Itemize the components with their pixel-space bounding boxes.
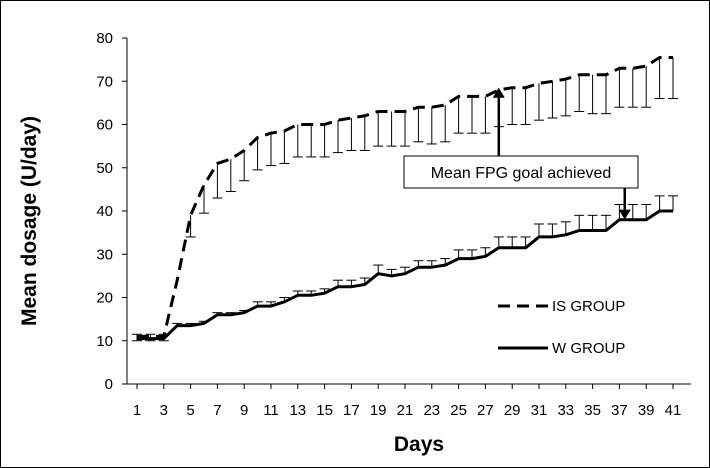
- annotation-label: Mean FPG goal achieved: [431, 165, 612, 182]
- series-lines: [137, 56, 673, 341]
- x-tick-label: 3: [160, 402, 168, 419]
- annotation: Mean FPG goal achieved: [403, 87, 639, 220]
- x-tick-label: 37: [611, 402, 628, 419]
- annotation-box: [403, 155, 639, 189]
- x-tick-label: 29: [504, 402, 521, 419]
- annotation-arrow-head: [492, 87, 505, 98]
- x-tick-label: 21: [397, 402, 414, 419]
- series-line-w-group: [137, 209, 673, 341]
- x-tick-label: 13: [289, 402, 306, 419]
- x-tick-label: 25: [450, 402, 467, 419]
- x-tick-label: 11: [263, 402, 279, 419]
- x-tick-label: 41: [665, 402, 682, 419]
- x-tick-label: 33: [557, 402, 574, 419]
- legend: IS GROUP W GROUP: [498, 298, 625, 357]
- x-tick-label: 1: [133, 402, 141, 419]
- y-tick-label: 0: [105, 376, 113, 393]
- x-tick-label: 5: [186, 402, 194, 419]
- error-bars: [132, 57, 678, 342]
- y-axis-ticks: 0 10 20 30 40 50 60 70 80: [96, 30, 127, 393]
- y-tick-label: 60: [96, 117, 113, 134]
- y-tick-label: 40: [96, 203, 113, 220]
- x-tick-label: 9: [240, 402, 248, 419]
- x-axis-title: Days: [394, 433, 444, 456]
- x-tick-label: 35: [584, 402, 601, 419]
- x-tick-label: 15: [316, 402, 333, 419]
- x-tick-label: 17: [343, 402, 360, 419]
- x-axis-ticks: 1 3 5 7 9 11 13 15 17 19 21 23 25 27 29 31 33 35 37 39 41: [133, 384, 682, 419]
- x-tick-label: 27: [477, 402, 494, 419]
- y-tick-label: 80: [96, 30, 113, 47]
- y-tick-label: 20: [96, 290, 113, 307]
- legend-label-is-group: IS GROUP: [552, 298, 625, 315]
- x-tick-label: 39: [638, 402, 655, 419]
- x-tick-label: 7: [213, 402, 221, 419]
- y-tick-label: 30: [96, 246, 113, 263]
- legend-label-w-group: W GROUP: [552, 340, 625, 357]
- y-tick-label: 70: [96, 73, 113, 90]
- x-tick-label: 31: [531, 402, 548, 419]
- y-tick-label: 10: [96, 333, 113, 350]
- x-tick-label: 23: [423, 402, 440, 419]
- y-tick-label: 50: [96, 160, 113, 177]
- annotation-arrow-head: [618, 209, 631, 220]
- y-axis-title: Mean dosage (U/day): [18, 116, 41, 326]
- x-tick-label: 19: [370, 402, 387, 419]
- series-line-is-group: [137, 56, 673, 338]
